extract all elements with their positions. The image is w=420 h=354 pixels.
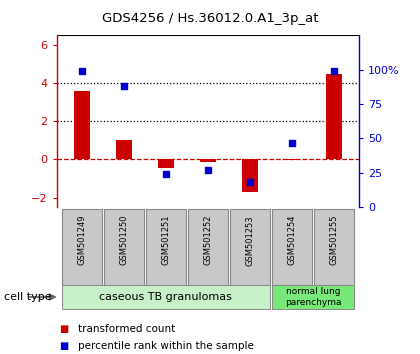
Bar <box>284 159 300 160</box>
Text: transformed count: transformed count <box>78 324 175 333</box>
Bar <box>241 159 258 192</box>
Text: GSM501255: GSM501255 <box>329 215 339 266</box>
FancyBboxPatch shape <box>146 209 186 285</box>
FancyBboxPatch shape <box>62 285 270 309</box>
FancyBboxPatch shape <box>272 209 312 285</box>
Text: cell type: cell type <box>4 292 52 302</box>
Text: GSM501250: GSM501250 <box>119 215 129 266</box>
FancyBboxPatch shape <box>272 285 354 309</box>
Text: percentile rank within the sample: percentile rank within the sample <box>78 341 254 350</box>
Text: caseous TB granulomas: caseous TB granulomas <box>100 292 232 302</box>
Bar <box>158 159 174 168</box>
FancyBboxPatch shape <box>314 209 354 285</box>
FancyBboxPatch shape <box>62 209 102 285</box>
FancyBboxPatch shape <box>188 209 228 285</box>
FancyBboxPatch shape <box>230 209 270 285</box>
Text: GSM501253: GSM501253 <box>245 215 255 266</box>
Bar <box>74 91 90 159</box>
Text: GSM501254: GSM501254 <box>287 215 297 266</box>
Text: ■: ■ <box>59 341 68 350</box>
Text: ■: ■ <box>59 324 68 333</box>
FancyBboxPatch shape <box>104 209 144 285</box>
Text: GSM501249: GSM501249 <box>77 215 87 266</box>
Bar <box>326 74 342 159</box>
Text: GSM501251: GSM501251 <box>161 215 171 266</box>
Text: normal lung
parenchyma: normal lung parenchyma <box>285 287 341 307</box>
Text: GDS4256 / Hs.36012.0.A1_3p_at: GDS4256 / Hs.36012.0.A1_3p_at <box>102 12 318 25</box>
Bar <box>200 159 216 162</box>
Text: GSM501252: GSM501252 <box>203 215 213 266</box>
Bar <box>116 140 132 159</box>
